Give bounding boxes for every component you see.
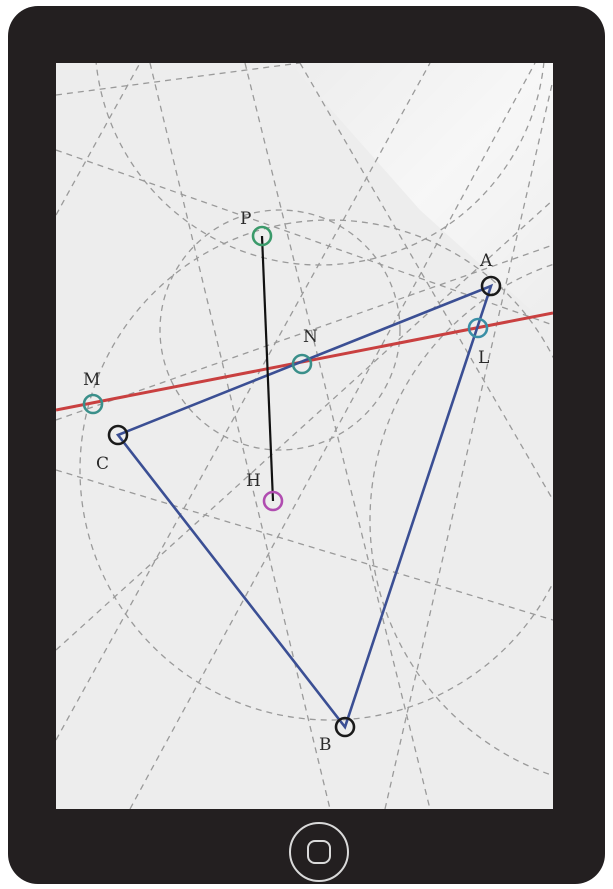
construction-arc [159,209,401,451]
tablet-screen: A B C P N M L H [56,63,553,809]
construction-line [56,63,431,741]
construction-lines [56,63,553,809]
construction-line [299,63,553,501]
geometry-diagram: A B C P N M L H [56,63,553,809]
point-a [480,275,502,297]
home-button-icon[interactable] [289,822,349,882]
point-b [334,716,356,738]
segment-ph [260,235,275,502]
label-n: N [303,327,318,347]
construction-arc [369,263,553,777]
point-p [251,225,273,247]
label-p: P [240,209,251,229]
point-n [291,353,313,375]
label-h: H [246,471,261,491]
construction-line [384,79,553,809]
construction-line [56,63,301,96]
construction-arc [95,63,545,266]
label-m: M [83,370,100,390]
construction-line [149,63,331,809]
construction-line [129,63,536,809]
point-l [467,317,489,339]
triangle-abc [115,283,494,730]
circumcircle [79,219,553,721]
label-b: B [319,735,332,755]
label-a: A [479,251,493,271]
construction-line [56,63,141,216]
construction-line [56,469,553,621]
screen-glare [290,63,553,330]
point-c [107,424,129,446]
construction-line [56,199,553,651]
label-l: L [478,348,489,368]
construction-line [244,63,431,809]
label-c: C [96,454,109,474]
point-h [262,490,284,512]
construction-circles [79,63,553,777]
home-button-inner [307,840,331,864]
point-m [82,393,104,415]
